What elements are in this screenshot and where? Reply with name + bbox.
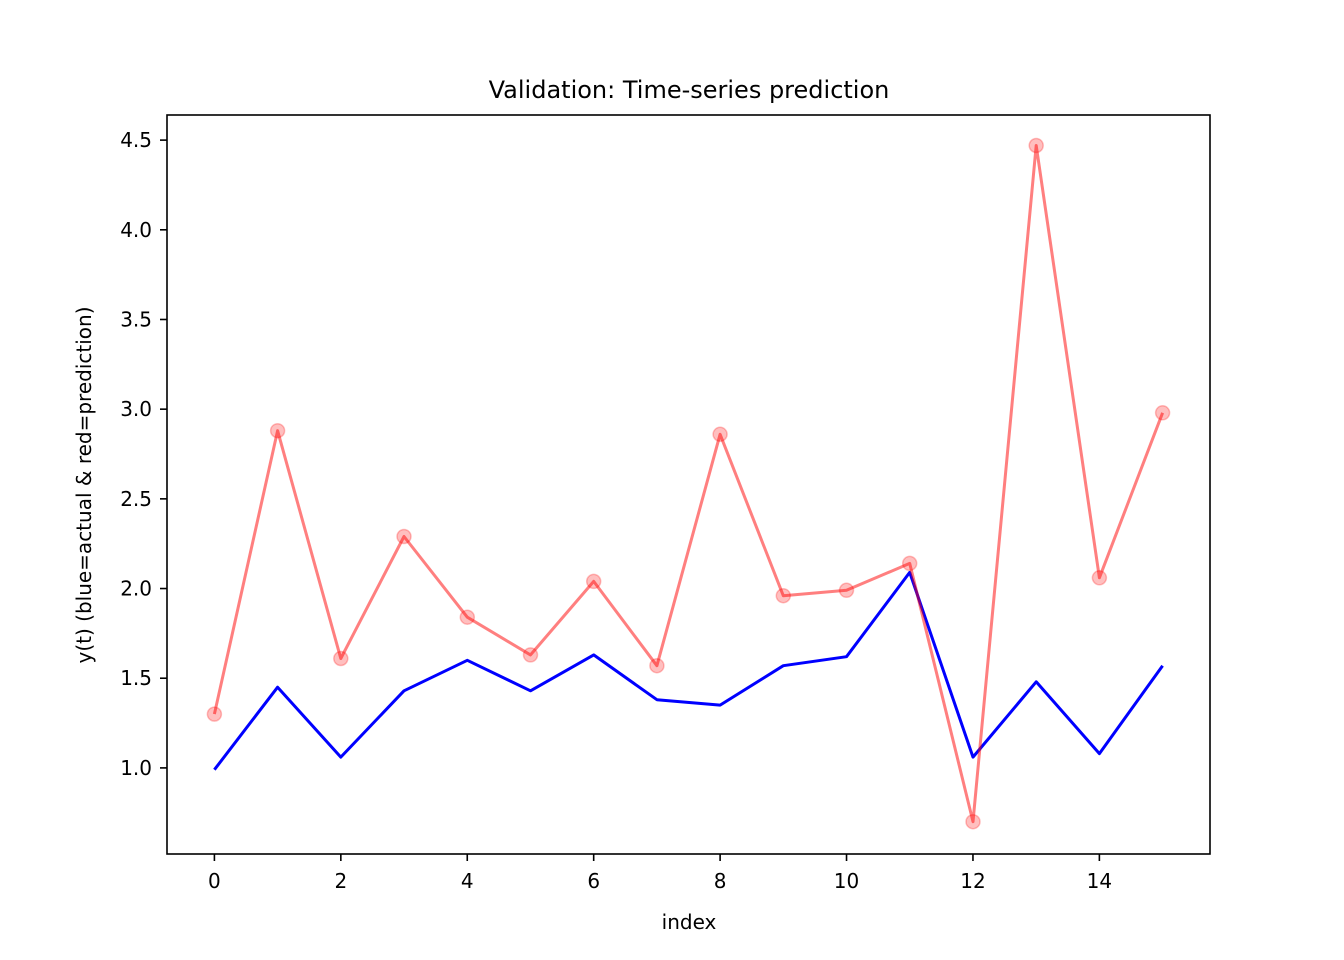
y-tick-label: 2.0 bbox=[120, 577, 152, 601]
data-point-prediction bbox=[333, 650, 349, 667]
data-point-prediction bbox=[712, 426, 728, 443]
axes-frame bbox=[166, 114, 1211, 855]
x-tick-label: 14 bbox=[1087, 869, 1112, 893]
x-tick-label: 8 bbox=[714, 869, 727, 893]
x-axis-label: index bbox=[662, 910, 717, 934]
y-tick-label: 3.5 bbox=[120, 307, 152, 331]
data-point-prediction bbox=[269, 422, 286, 439]
data-point-prediction bbox=[775, 587, 792, 604]
x-tick-label: 2 bbox=[334, 869, 347, 893]
x-axis: 0 2 4 6 8 10 12 14 bbox=[208, 854, 1112, 893]
series-line-prediction bbox=[212, 144, 1165, 824]
data-point-prediction bbox=[838, 582, 855, 599]
data-point-prediction bbox=[649, 657, 665, 674]
y-tick-label: 1.5 bbox=[120, 666, 152, 690]
x-tick-label: 4 bbox=[461, 869, 474, 893]
data-point-prediction bbox=[585, 573, 602, 590]
series-line-actual bbox=[213, 570, 1164, 771]
y-tick-label: 4.5 bbox=[120, 128, 152, 152]
data-point-prediction bbox=[1091, 570, 1108, 586]
y-axis-label: y(t) (blue=actual & red=prediction) bbox=[72, 306, 96, 663]
x-tick-label: 6 bbox=[587, 869, 600, 893]
chart-title: Validation: Time-series prediction bbox=[489, 76, 890, 104]
x-tick-label: 10 bbox=[834, 869, 859, 893]
y-tick-label: 3.0 bbox=[120, 397, 152, 421]
data-point-prediction bbox=[1028, 137, 1044, 154]
data-point-prediction bbox=[965, 813, 981, 830]
data-point-prediction bbox=[1154, 405, 1171, 421]
y-axis: 1.0 1.5 2.0 2.5 3.0 3.5 4.0 4.5 bbox=[120, 128, 167, 780]
data-point-prediction bbox=[901, 555, 918, 572]
x-tick-label: 12 bbox=[960, 869, 985, 893]
y-tick-label: 4.0 bbox=[120, 218, 152, 242]
data-point-prediction bbox=[522, 647, 539, 663]
data-point-prediction bbox=[459, 609, 476, 625]
y-tick-label: 1.0 bbox=[120, 756, 152, 780]
plot-area bbox=[206, 137, 1171, 830]
y-tick-label: 2.5 bbox=[120, 487, 152, 511]
data-point-prediction bbox=[206, 706, 223, 722]
x-tick-label: 0 bbox=[208, 869, 221, 893]
data-point-prediction bbox=[396, 528, 412, 545]
